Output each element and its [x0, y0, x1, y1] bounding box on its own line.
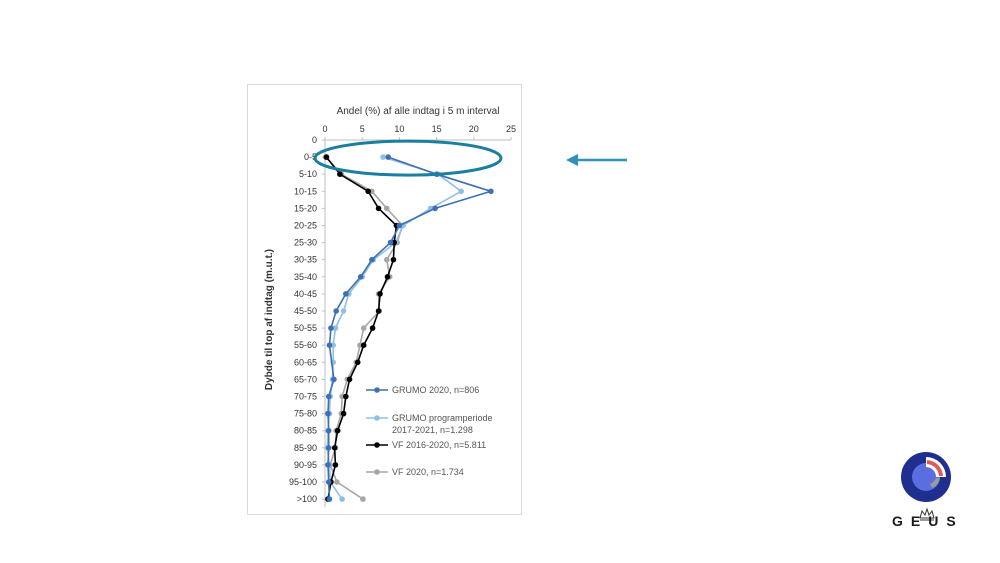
series-point	[340, 308, 347, 314]
legend-swatch-point	[374, 469, 380, 475]
series-point	[375, 308, 382, 314]
logo-red-arc	[927, 460, 943, 476]
series-point	[387, 239, 394, 246]
series-point	[385, 154, 392, 160]
logo-gray-arc	[930, 478, 940, 488]
x-tick-label: 20	[469, 124, 479, 134]
series-point	[325, 410, 331, 417]
series-line	[327, 156, 494, 500]
y-tick-label: 20-25	[294, 221, 317, 231]
series-point	[396, 222, 403, 229]
y-tick-label: 75-80	[294, 409, 317, 419]
highlight-ellipse	[313, 139, 503, 177]
series-point	[334, 479, 340, 485]
legend-label: GRUMO programperiode 2017-2021, n=1.298	[392, 413, 493, 435]
geus-logo	[901, 452, 951, 521]
legend-swatch-point	[374, 442, 380, 448]
y-tick-label: 45-50	[294, 306, 317, 316]
series-point	[375, 205, 382, 212]
y-tick-label: 35-40	[294, 272, 317, 282]
series-point	[332, 325, 339, 331]
y-tick-label: 0-5	[304, 152, 317, 162]
legend-label-line: 2017-2021, n=1.298	[392, 425, 473, 435]
y-tick-label: 90-95	[294, 460, 317, 470]
y-tick-label: 30-35	[294, 255, 317, 265]
y-tick-label: 0	[312, 135, 317, 145]
series-point	[383, 256, 390, 263]
y-tick-label: 65-70	[294, 374, 317, 384]
series-point	[488, 188, 494, 195]
geus-wordmark: GEUS	[892, 513, 964, 529]
legend-layer: GRUMO 2020, n=806 GRUMO programperiode 201…	[366, 385, 493, 477]
y-tick-label: 25-30	[294, 238, 317, 248]
y-tick-label: 5-10	[299, 169, 317, 179]
y-tick-label: 50-55	[294, 323, 317, 333]
series-point	[325, 445, 332, 451]
legend-label: VF 2020, n=1.734	[392, 467, 464, 477]
series-point	[354, 359, 361, 366]
y-tick-label: 10-15	[294, 186, 317, 196]
y-axis-label: Dybde til top af indtag (m.u.t.)	[264, 249, 275, 390]
series-point	[334, 427, 341, 434]
legend-swatch-point	[374, 387, 380, 393]
series-point	[369, 325, 376, 331]
series-point	[326, 342, 333, 349]
legend-swatch-point	[374, 415, 380, 421]
series-point	[458, 188, 464, 195]
series-point	[365, 188, 371, 195]
series-point	[331, 376, 337, 383]
chart-title: Andel (%) af alle indtag i 5 m interval	[337, 106, 500, 117]
series-point	[325, 479, 332, 485]
series-point	[346, 376, 353, 383]
series-point	[390, 256, 397, 263]
legend-label-line: GRUMO programperiode	[392, 413, 493, 423]
y-tick-label: 85-90	[294, 443, 317, 453]
x-tick-label: 25	[506, 124, 516, 134]
crown-icon	[919, 507, 935, 521]
series-point	[377, 291, 383, 297]
series-point	[360, 496, 366, 502]
series-point	[325, 462, 331, 468]
y-tick-label: 55-60	[294, 340, 317, 350]
series-point	[383, 205, 390, 212]
series-point	[326, 496, 333, 502]
legend-label: GRUMO 2020, n=806	[392, 385, 479, 395]
arrow-head-icon	[566, 154, 578, 166]
series-point	[432, 205, 438, 212]
y-tick-label: >100	[297, 494, 317, 504]
series-point	[343, 393, 349, 400]
series-point	[331, 445, 338, 451]
series-point	[384, 274, 391, 280]
series-point	[323, 154, 330, 160]
series-point	[357, 274, 364, 280]
series-point	[339, 496, 345, 502]
series-point	[325, 427, 332, 434]
series-point	[380, 154, 386, 160]
y-tick-label: 70-75	[294, 392, 317, 402]
series-point	[343, 291, 349, 297]
series-point	[332, 462, 339, 468]
x-tick-label: 10	[394, 124, 404, 134]
series-point	[328, 325, 334, 331]
series-point	[337, 171, 343, 177]
series-point	[333, 308, 339, 314]
y-tick-label: 80-85	[294, 426, 317, 436]
annotation-layer	[313, 139, 627, 177]
series-point	[360, 325, 367, 331]
x-tick-label: 15	[432, 124, 442, 134]
legend-label: VF 2016-2020, n=5.811	[392, 440, 486, 450]
series-point	[340, 410, 347, 417]
series-point	[369, 256, 375, 263]
y-tick-label: 95-100	[289, 477, 317, 487]
y-tick-label: 40-45	[294, 289, 317, 299]
y-tick-label: 15-20	[294, 203, 317, 213]
x-tick-label: 0	[322, 124, 327, 134]
series-point	[360, 342, 367, 349]
series-point	[325, 393, 332, 400]
y-tick-label: 60-65	[294, 357, 317, 367]
x-tick-label: 5	[360, 124, 365, 134]
series-layer	[322, 154, 494, 502]
